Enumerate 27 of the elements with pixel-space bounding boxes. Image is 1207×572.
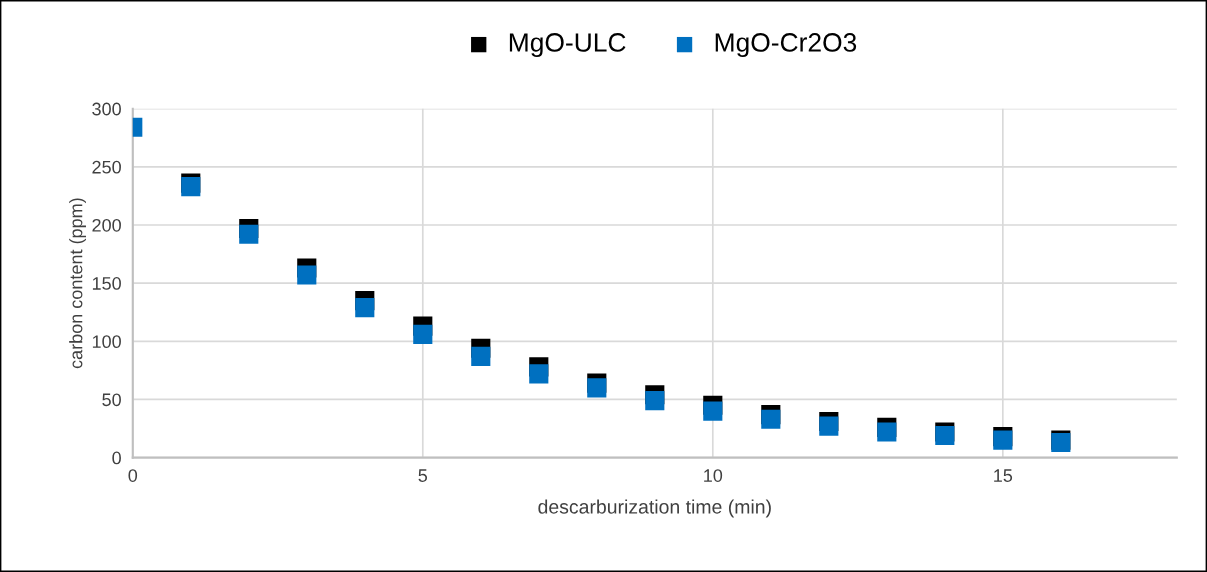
- point: [413, 324, 433, 344]
- point: [471, 346, 491, 366]
- point: [703, 401, 723, 421]
- legend-label: MgO-ULC: [509, 33, 626, 58]
- point: [645, 391, 665, 411]
- y-tick-label: 100: [92, 335, 121, 349]
- point: [355, 297, 375, 318]
- legend-label: MgO-Cr2O3: [715, 33, 857, 58]
- x-tick-label: 0: [128, 469, 138, 482]
- point: [529, 364, 549, 384]
- x-tick-label: 15: [994, 469, 1013, 482]
- x-tick-label: 5: [418, 469, 428, 482]
- x-tick-label: 10: [704, 469, 723, 482]
- y-tick-label: 250: [92, 160, 121, 174]
- y-tick-label: 150: [92, 277, 121, 290]
- point: [239, 224, 259, 244]
- y-tick-label: 300: [92, 102, 121, 116]
- x-axis-title: descarburization time (min): [538, 499, 771, 518]
- point: [297, 265, 317, 285]
- point: [819, 416, 839, 436]
- point: [877, 422, 897, 442]
- point: [587, 378, 607, 398]
- point: [761, 409, 781, 429]
- y-tick-label: 50: [102, 393, 121, 407]
- y-tick-label: 200: [92, 218, 121, 232]
- y-tick-label: 0: [112, 451, 121, 465]
- y-axis-title: carbon content (ppm): [69, 198, 86, 369]
